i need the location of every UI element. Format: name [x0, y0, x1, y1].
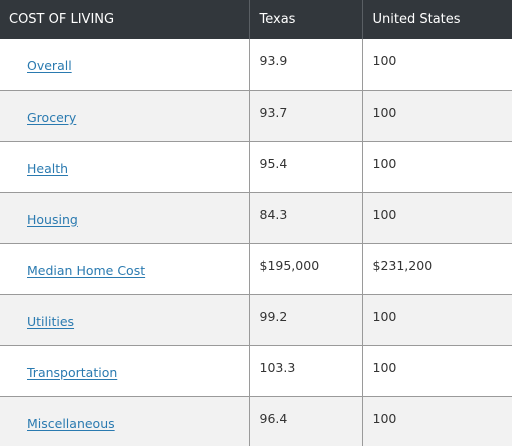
- category-link-health[interactable]: Health: [27, 160, 69, 176]
- texas-value: 99.2: [249, 294, 363, 346]
- category-cell: Utilities: [0, 294, 250, 346]
- header-cost-of-living: COST OF LIVING: [0, 0, 250, 39]
- us-value: 100: [362, 294, 512, 346]
- category-cell: Miscellaneous: [0, 396, 250, 446]
- us-value: 100: [362, 141, 512, 193]
- header-texas: Texas: [249, 0, 363, 39]
- table-row: Overall 93.9 100: [0, 39, 512, 91]
- us-value: 100: [362, 192, 512, 244]
- category-cell: Health: [0, 141, 250, 193]
- category-link-median-home-cost[interactable]: Median Home Cost: [27, 262, 146, 278]
- us-value: 100: [362, 39, 512, 91]
- category-link-housing[interactable]: Housing: [27, 211, 78, 227]
- texas-value: 84.3: [249, 192, 363, 244]
- category-cell: Transportation: [0, 345, 250, 397]
- table-row: Median Home Cost $195,000 $231,200: [0, 243, 512, 295]
- table-header-row: COST OF LIVING Texas United States: [0, 0, 512, 39]
- us-value: $231,200: [362, 243, 512, 295]
- table-row: Transportation 103.3 100: [0, 345, 512, 397]
- category-link-utilities[interactable]: Utilities: [27, 313, 75, 329]
- texas-value: 93.9: [249, 39, 363, 91]
- table-body: Overall 93.9 100 Grocery 93.7 100 Health…: [0, 39, 512, 446]
- texas-value: 103.3: [249, 345, 363, 397]
- category-cell: Median Home Cost: [0, 243, 250, 295]
- us-value: 100: [362, 90, 512, 142]
- us-value: 100: [362, 396, 512, 446]
- table-row: Miscellaneous 96.4 100: [0, 396, 512, 446]
- texas-value: 95.4: [249, 141, 363, 193]
- table-row: Utilities 99.2 100: [0, 294, 512, 346]
- us-value: 100: [362, 345, 512, 397]
- table-row: Housing 84.3 100: [0, 192, 512, 244]
- category-link-overall[interactable]: Overall: [27, 58, 72, 73]
- table-row: Health 95.4 100: [0, 141, 512, 193]
- texas-value: 96.4: [249, 396, 363, 446]
- category-cell: Grocery: [0, 90, 250, 142]
- table-row: Grocery 93.7 100: [0, 90, 512, 142]
- category-link-transportation[interactable]: Transportation: [27, 364, 118, 380]
- category-cell: Housing: [0, 192, 250, 244]
- category-link-grocery[interactable]: Grocery: [27, 109, 77, 125]
- texas-value: 93.7: [249, 90, 363, 142]
- texas-value: $195,000: [249, 243, 363, 295]
- category-cell: Overall: [0, 39, 250, 91]
- header-united-states: United States: [362, 0, 512, 39]
- category-link-miscellaneous[interactable]: Miscellaneous: [27, 415, 115, 431]
